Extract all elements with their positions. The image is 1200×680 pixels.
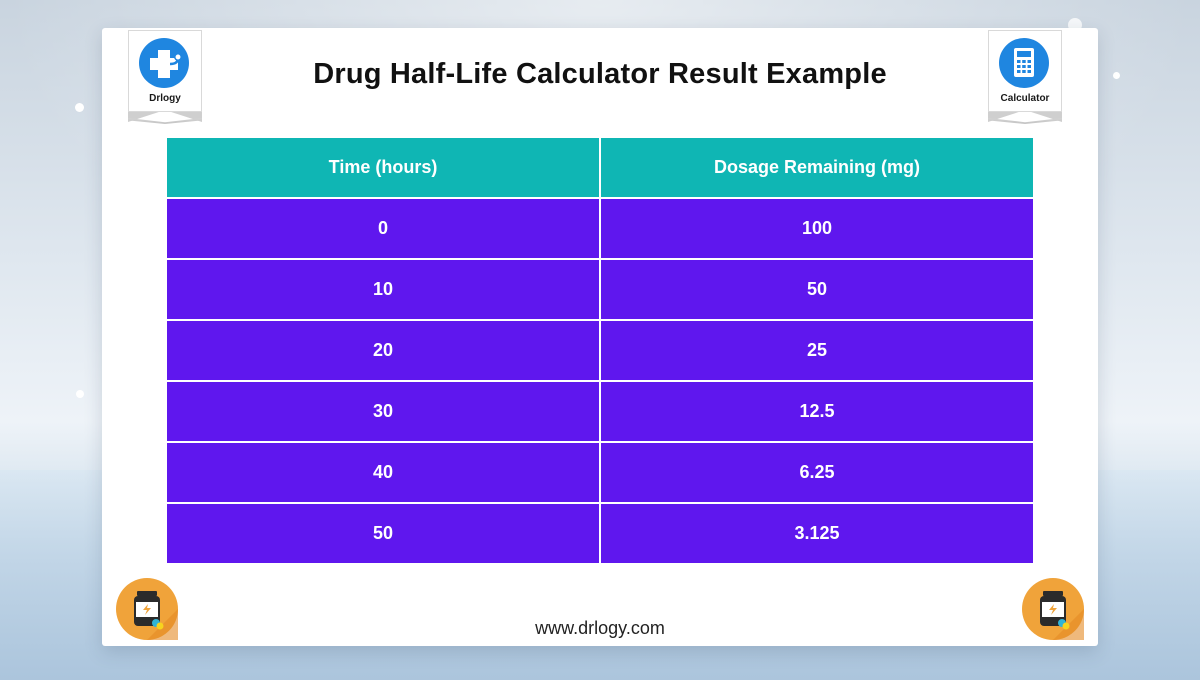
badge-ribbon <box>988 110 1062 122</box>
medicine-bottle-icon <box>116 578 178 640</box>
table-row: 50 3.125 <box>165 502 1035 565</box>
time-cell: 50 <box>165 502 601 565</box>
time-cell: 40 <box>165 441 601 504</box>
time-cell: 30 <box>165 380 601 443</box>
bokeh-dot <box>75 103 84 112</box>
time-cell: 10 <box>165 258 601 321</box>
table-row: 30 12.5 <box>165 380 1035 443</box>
column-header-dosage: Dosage Remaining (mg) <box>599 136 1035 199</box>
half-life-table: Time (hours) Dosage Remaining (mg) 0 100… <box>165 136 1035 565</box>
dosage-cell: 6.25 <box>599 441 1035 504</box>
medicine-bottle-icon <box>1022 578 1084 640</box>
dosage-cell: 50 <box>599 258 1035 321</box>
table-row: 0 100 <box>165 197 1035 260</box>
website-url[interactable]: www.drlogy.com <box>535 618 665 638</box>
table-row: 10 50 <box>165 258 1035 321</box>
page-title: Drug Half-Life Calculator Result Example <box>313 58 887 90</box>
time-cell: 0 <box>165 197 601 260</box>
result-card: Drlogy Drug Half-Life Calculator Result … <box>102 28 1098 646</box>
calculator-label: Calculator <box>1000 93 1050 104</box>
drlogy-label: Drlogy <box>149 93 181 104</box>
drlogy-badge[interactable]: Drlogy <box>128 30 202 130</box>
dosage-cell: 3.125 <box>599 502 1035 565</box>
calculator-badge[interactable]: Calculator <box>988 30 1062 130</box>
dosage-cell: 100 <box>599 197 1035 260</box>
medical-cross-stethoscope-icon <box>139 38 189 88</box>
bokeh-dot <box>76 390 84 398</box>
bokeh-dot <box>1113 72 1120 79</box>
time-cell: 20 <box>165 319 601 382</box>
calculator-icon <box>999 38 1049 88</box>
dosage-cell: 12.5 <box>599 380 1035 443</box>
dosage-cell: 25 <box>599 319 1035 382</box>
table-row: 40 6.25 <box>165 441 1035 504</box>
table-row: 20 25 <box>165 319 1035 382</box>
badge-ribbon <box>128 110 202 122</box>
column-header-time: Time (hours) <box>165 136 601 199</box>
table-header-row: Time (hours) Dosage Remaining (mg) <box>165 136 1035 199</box>
